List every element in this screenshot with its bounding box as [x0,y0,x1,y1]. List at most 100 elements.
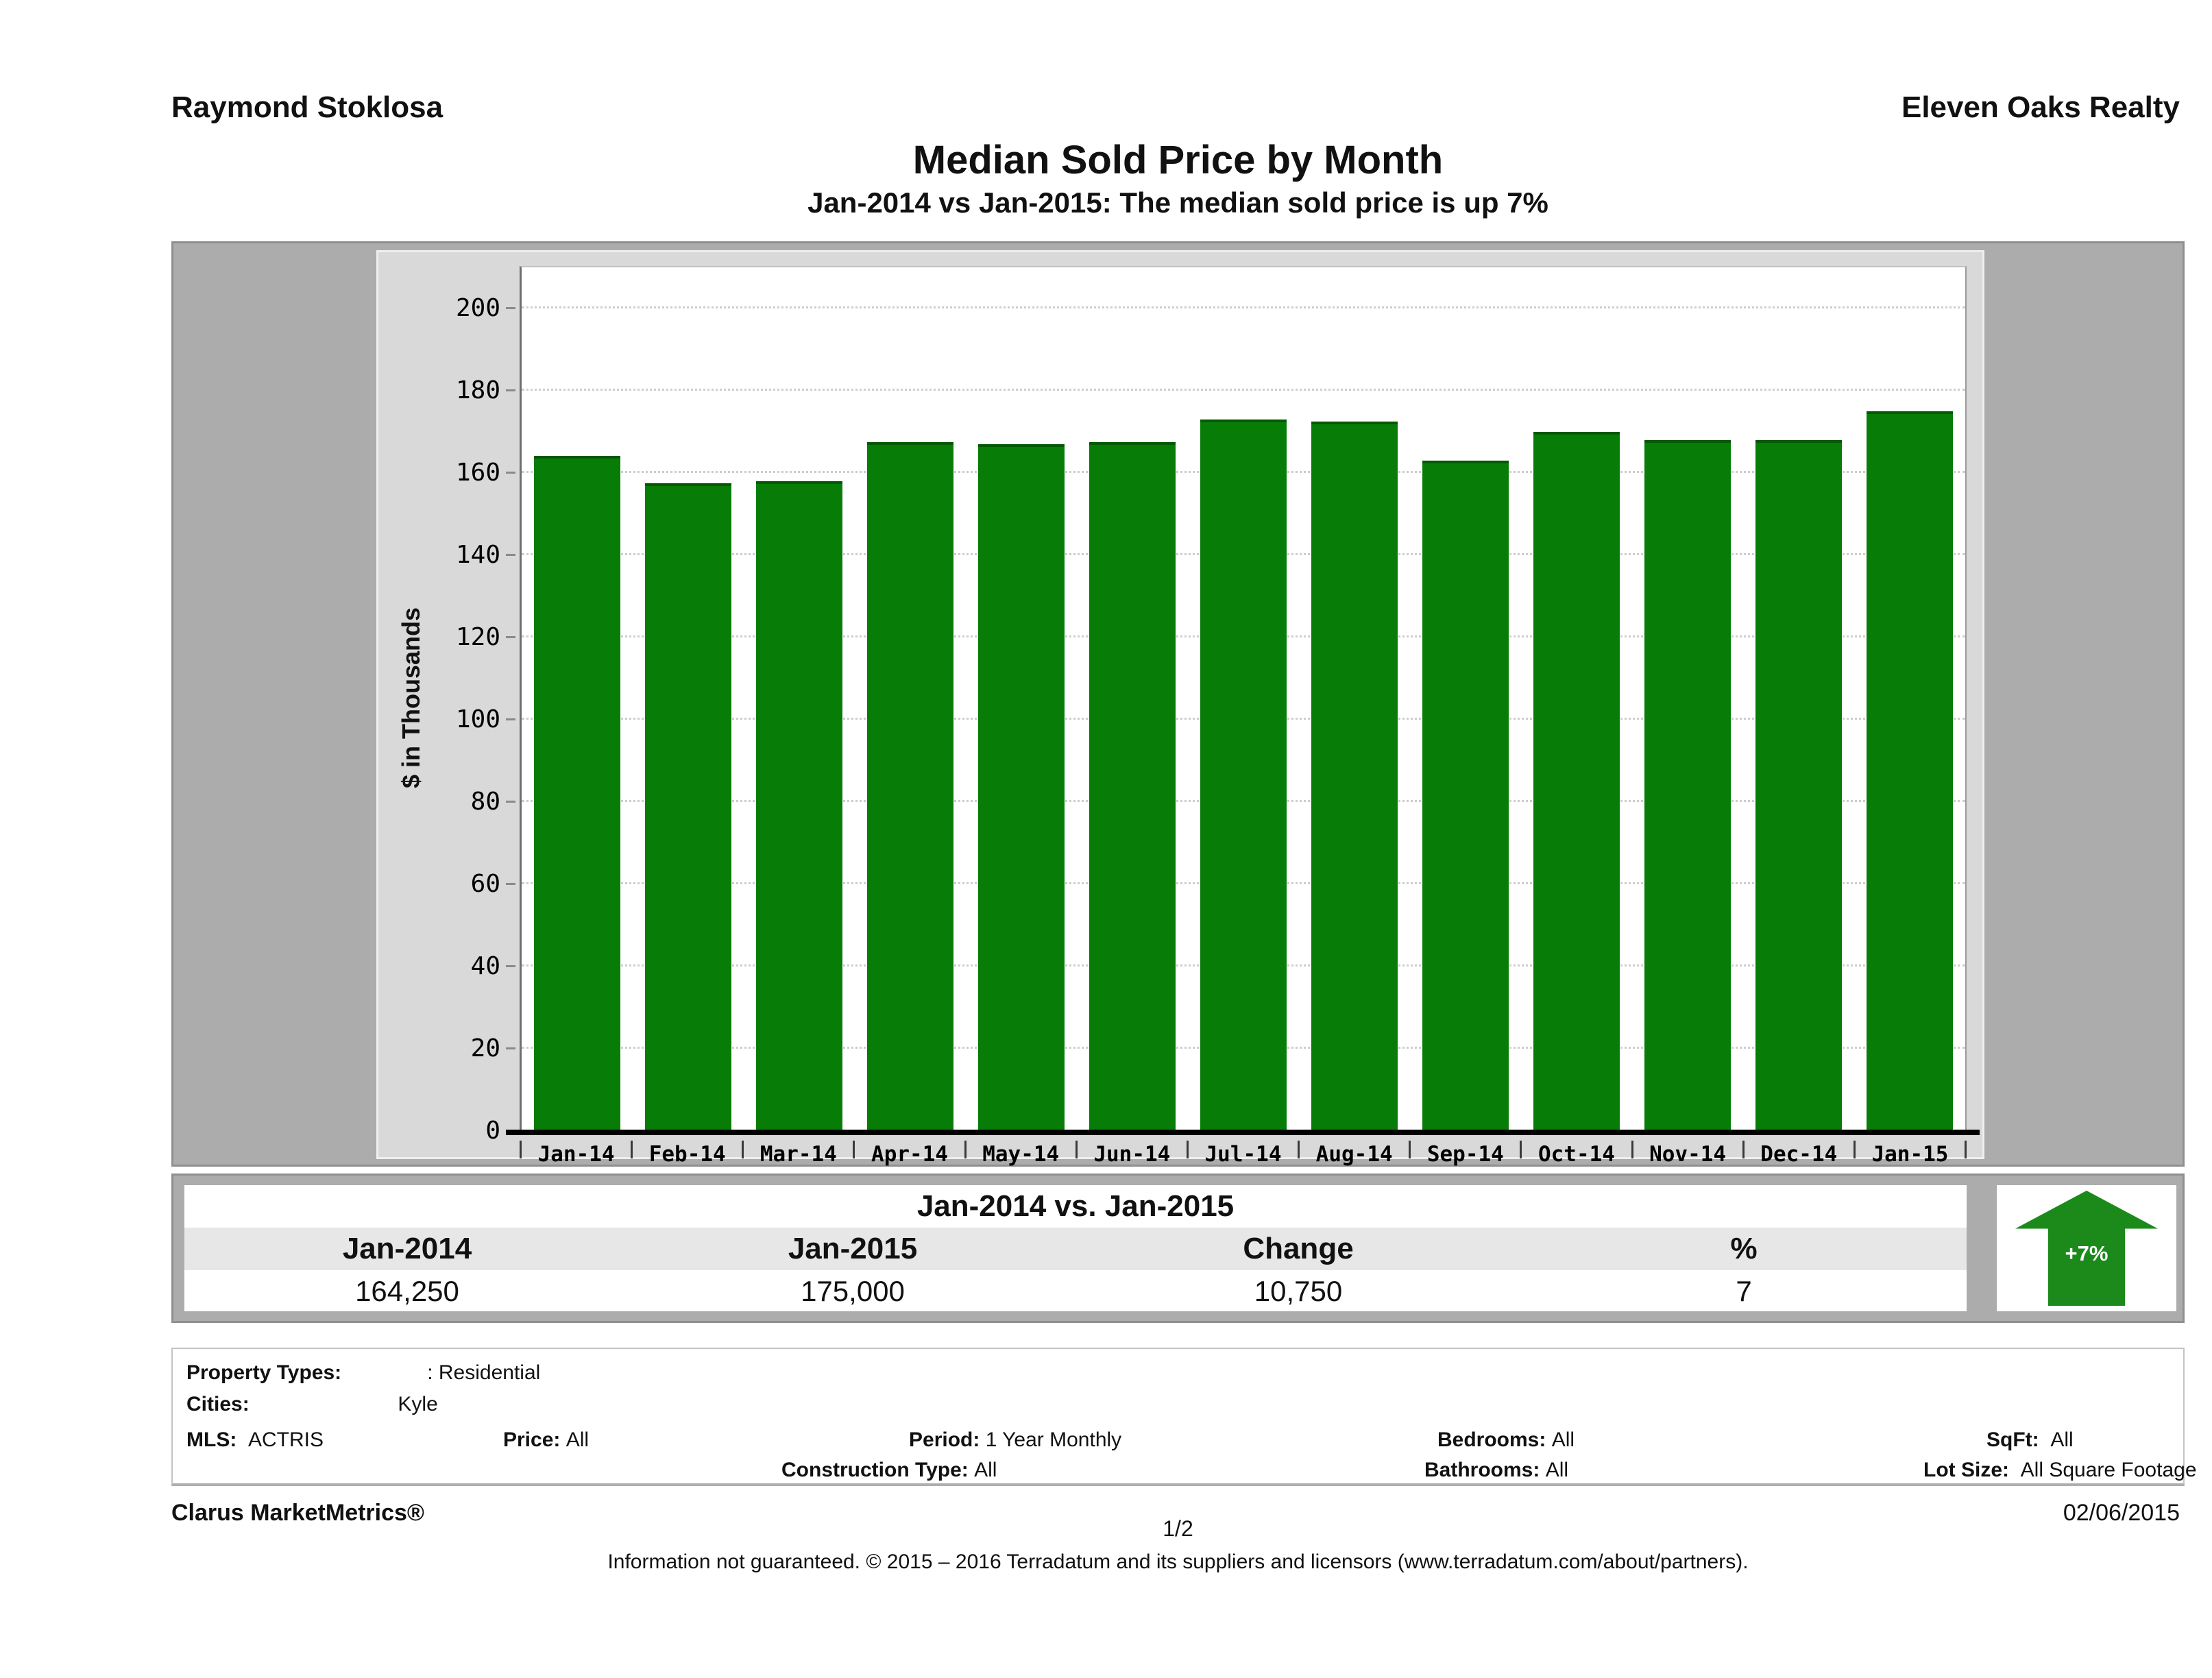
bar-slot [1188,267,1299,1131]
bar-slot [633,267,744,1131]
bar [533,455,621,1131]
page-number: 1/2 [1163,1516,1193,1541]
bar-slot [1521,267,1632,1131]
x-tick-separator [1631,1141,1633,1158]
x-tick-label: Jan-15 [1871,1142,1949,1167]
y-tick-label: 200 [456,294,515,322]
agent-name: Raymond Stoklosa [171,90,443,124]
value-jan2014: 164,250 [355,1275,459,1307]
value-jan2015: 175,000 [801,1275,905,1307]
x-tick-label: Sep-14 [1426,1142,1504,1167]
y-tick-label: 20 [471,1034,515,1062]
column-header-jan2015: Jan-2015 [788,1232,918,1265]
comparison-section: Jan-2014 vs. Jan-2015 Jan-2014 Jan-2015 … [171,1174,2185,1323]
comparison-value-row: 164,250 175,000 10,750 7 [184,1270,1967,1313]
bar [1422,461,1509,1131]
gridline [522,306,1965,308]
comparison-title: Jan-2014 vs. Jan-2015 [916,1189,1235,1223]
x-tick-label: Jan-14 [537,1142,615,1167]
chart-panel: $ in Thousands 0 20 40 60 80 100 120 140 160 180 2… [376,250,1984,1167]
x-tick-separator [520,1141,522,1158]
x-tick-separator [853,1141,855,1158]
y-tick-label: 100 [456,705,515,733]
x-tick-label: Feb-14 [648,1142,726,1167]
x-tick-label: Oct-14 [1538,1142,1615,1167]
filters-box: Property Types: : Residential Cities: Ky… [171,1348,2197,1486]
filter-mls: MLS: ACTRIS [186,1428,324,1451]
x-tick-separator [1853,1141,1856,1158]
x-tick-label: Jun-14 [1093,1142,1171,1167]
bar [1644,440,1731,1131]
x-tick-label: May-14 [982,1142,1060,1167]
bar-slot [1854,267,1965,1131]
filter-price: Price: All [503,1428,590,1451]
y-tick-label: 120 [456,623,515,651]
comparison-header-row: Jan-2014 Jan-2015 Change % [184,1228,1967,1270]
footer-brand: Clarus MarketMetrics® [171,1500,424,1526]
x-axis-labels: Jan-14 Feb-14 Mar-14 Apr-14 May-14 Jun-14 Jul-… [520,1139,1967,1169]
bar-slot [522,267,633,1131]
plot-area [520,266,1967,1131]
filter-bathrooms: Bathrooms: All [1424,1459,1569,1481]
comparison-table: Jan-2014 vs. Jan-2015 Jan-2014 Jan-2015 … [184,1185,1967,1311]
x-tick-separator [1298,1141,1300,1158]
x-tick-label: Aug-14 [1315,1142,1393,1167]
x-tick-separator [964,1141,967,1158]
footer-date: 02/06/2015 [2063,1500,2180,1526]
x-tick-separator [1186,1141,1189,1158]
x-tick-separator [1742,1141,1745,1158]
bar-slot [966,267,1077,1131]
up-arrow-icon: +7% [2015,1191,2158,1306]
filter-bedrooms: Bedrooms: All [1437,1428,1575,1451]
x-axis-line [506,1130,1980,1135]
x-tick-label: Nov-14 [1649,1142,1727,1167]
bar-slot [1077,267,1188,1131]
x-tick-separator [1520,1141,1522,1158]
y-tick-label: 60 [471,870,515,898]
bar [1533,432,1620,1131]
x-tick-separator [1409,1141,1411,1158]
filter-lot-size: Lot Size: All Square Footage [1923,1459,2197,1481]
filter-construction-type: Construction Type: All [781,1459,997,1481]
bars [522,267,1965,1131]
y-tick-label: 160 [456,459,515,487]
bar [1755,440,1843,1131]
bar-slot [1743,267,1854,1131]
footer-disclaimer: Information not guaranteed. © 2015 – 201… [607,1551,1749,1573]
x-tick-label: Jul-14 [1204,1142,1282,1167]
filter-cities: Cities: Kyle [186,1393,438,1415]
x-tick-label: Apr-14 [871,1142,949,1167]
x-tick-label: Mar-14 [759,1142,837,1167]
trend-arrow-label: +7% [2065,1241,2108,1265]
x-tick-label: Dec-14 [1760,1142,1838,1167]
filter-period: Period: 1 Year Monthly [909,1428,1122,1451]
y-tick-label: 80 [471,788,515,816]
bar-slot [744,267,855,1131]
bar-slot [855,267,966,1131]
x-tick-separator [742,1141,744,1158]
column-header-percent: % [1730,1232,1758,1265]
bar [1200,420,1287,1131]
column-header-change: Change [1243,1232,1354,1265]
bar [977,444,1065,1131]
filter-property-types: Property Types: : Residential [186,1361,541,1384]
bar [866,442,954,1131]
bar [1089,442,1176,1131]
x-tick-separator [1075,1141,1078,1158]
trend-arrow-box: +7% [1997,1185,2176,1311]
bar-slot [1632,267,1743,1131]
bar [755,481,843,1131]
y-axis: 0 20 40 60 80 100 120 140 160 180 200 [420,266,515,1145]
company-name: Eleven Oaks Realty [1901,90,2180,124]
y-tick-label: 40 [471,952,515,980]
report-title: Median Sold Price by Month [912,138,1444,182]
x-tick-separator [1965,1141,1967,1158]
bar [1311,422,1398,1131]
chart-section: $ in Thousands 0 20 40 60 80 100 120 140 160 180 2… [171,241,2185,1167]
y-tick-label: 140 [456,541,515,569]
value-change: 10,750 [1254,1275,1343,1307]
filter-sqft: SqFt: All [1986,1428,2074,1451]
gridline [522,389,1965,391]
bar-slot [1299,267,1410,1131]
